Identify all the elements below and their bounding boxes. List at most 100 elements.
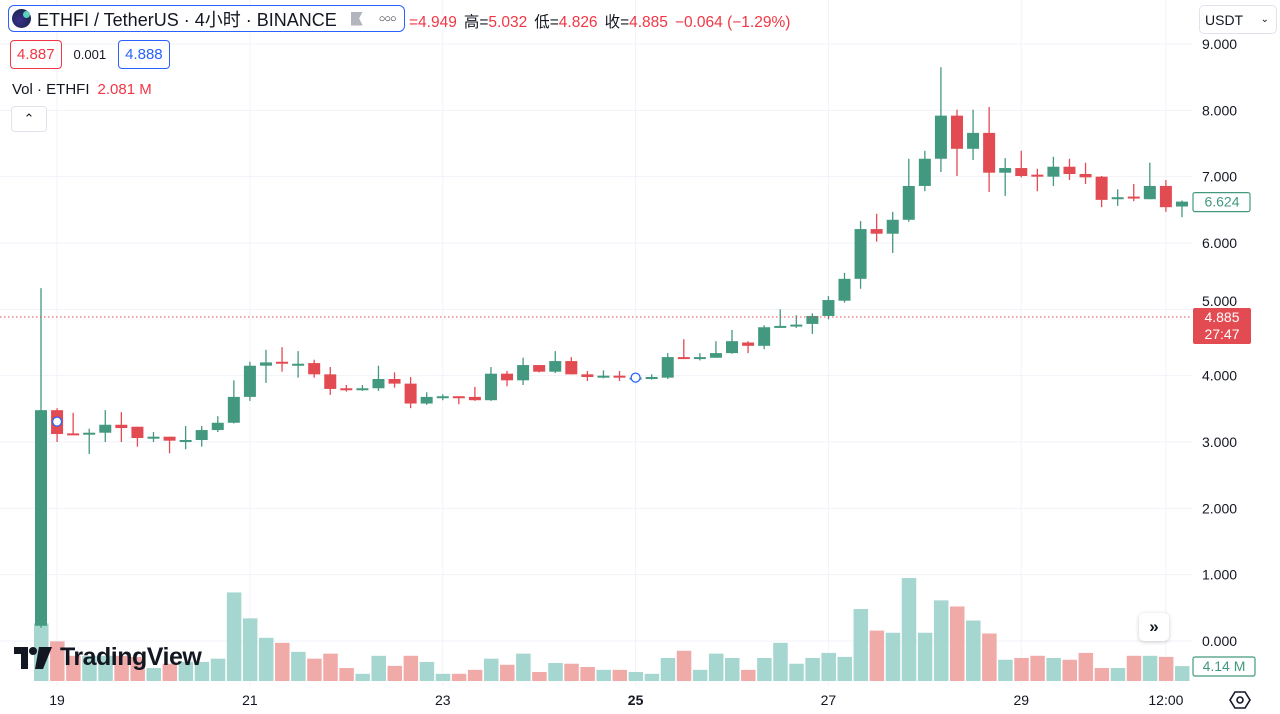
candle: [693, 353, 706, 361]
chart-settings-icon[interactable]: [1229, 689, 1251, 711]
candle: [822, 296, 835, 320]
candle-body: [581, 374, 594, 377]
volume-bar: [660, 657, 676, 681]
candle-body: [822, 300, 835, 316]
symbol-info-button[interactable]: ETHFI / TetherUS · 4小时 · BINANCE ○○○: [8, 5, 405, 32]
candle-body: [340, 388, 353, 391]
volume-price-label: 4.14 M: [1203, 658, 1246, 674]
current-price-label: 4.885: [1204, 309, 1239, 325]
buy-button[interactable]: 4.888: [118, 40, 170, 69]
price-axis[interactable]: 0.000 1.000 2.000 3.000 4.000 5.000 6.000 7.000…: [1192, 0, 1280, 714]
current-price-label-box: [1193, 307, 1251, 344]
candle: [372, 365, 385, 391]
currency-selector[interactable]: USDT ⌄: [1199, 5, 1277, 34]
candle: [211, 416, 224, 433]
volume-bar: [98, 655, 113, 681]
candle-body: [388, 378, 401, 384]
volume-bar: [708, 653, 724, 681]
volume-bar: [178, 661, 194, 681]
candle: [1111, 189, 1124, 206]
volume-bar: [821, 652, 836, 681]
candle-body: [420, 396, 433, 404]
candle: [983, 107, 996, 192]
grid-lines: [0, 0, 1192, 686]
volume-bar: [387, 665, 403, 681]
event-marker-icon[interactable]: [51, 416, 63, 427]
volume-bar: [419, 661, 435, 681]
more-dots-icon[interactable]: ○○○: [378, 12, 397, 25]
candle: [950, 109, 963, 177]
volume-bar: [901, 578, 917, 681]
event-marker-icon[interactable]: [630, 372, 641, 383]
candle-body: [484, 373, 497, 401]
volume-bar: [885, 632, 901, 681]
volume-bar: [242, 618, 258, 681]
candle: [774, 309, 787, 328]
time-tick-label: 27: [821, 692, 837, 708]
candle-body: [967, 132, 980, 149]
candle-body: [790, 324, 803, 327]
candle: [677, 339, 690, 360]
volume-legend: Vol · ETHFI 2.081 M: [12, 81, 152, 98]
candle: [404, 376, 417, 409]
candle-body: [1111, 197, 1124, 200]
volume-bar: [805, 657, 820, 681]
change-value: −0.064 (−1.29%): [674, 14, 791, 31]
low-value: 4.826: [558, 14, 598, 31]
volume-bar: [773, 642, 788, 681]
time-axis[interactable]: 19 21 23 25 27 29 12:00: [49, 692, 1183, 708]
volume-bar: [1174, 666, 1190, 681]
volume-bar: [291, 651, 306, 681]
candle: [854, 221, 867, 289]
candle: [420, 392, 433, 405]
sell-button[interactable]: 4.887: [10, 40, 62, 69]
candle-body: [1031, 174, 1044, 177]
candle-body: [372, 378, 385, 389]
volume-bar: [1062, 659, 1077, 681]
volume-bar: [1142, 655, 1158, 681]
volume-bar: [548, 663, 563, 681]
volume-bar: [1110, 668, 1126, 681]
candle: [726, 329, 739, 354]
scroll-to-realtime-button[interactable]: »: [1139, 613, 1169, 641]
candle-body: [276, 361, 289, 364]
volume-bar: [1094, 668, 1110, 681]
candle: [1015, 150, 1028, 178]
spread-value: 0.001: [73, 47, 107, 62]
candle: [597, 370, 610, 379]
candle-body: [709, 353, 722, 358]
candles: [35, 67, 1188, 628]
price-tick-label: 7.000: [1202, 169, 1237, 185]
volume-bar: [50, 641, 65, 681]
candle-body: [742, 342, 755, 346]
candle-body: [83, 432, 96, 435]
candle: [1159, 179, 1172, 212]
candle-body: [1095, 176, 1108, 200]
time-tick-label: 19: [49, 692, 65, 708]
flag-icon[interactable]: [350, 11, 363, 26]
price-tick-label: 8.000: [1202, 102, 1237, 118]
candle: [308, 359, 321, 378]
collapse-legend-button[interactable]: ⌃: [11, 106, 47, 132]
volume-label: Vol · ETHFI: [12, 81, 90, 98]
candle: [1031, 168, 1044, 192]
currency-value: USDT: [1205, 11, 1244, 28]
candle-body: [468, 396, 481, 401]
candle: [934, 67, 947, 173]
candle-body: [163, 436, 176, 441]
candle-body: [613, 375, 626, 378]
volume-bar: [1014, 657, 1029, 681]
chevron-down-icon: ⌄: [1260, 14, 1269, 25]
candle-body: [902, 185, 915, 220]
logo-text: TradingView: [60, 643, 202, 671]
tradingview-logo[interactable]: TradingView: [14, 643, 202, 672]
price-tick-label: 1.000: [1202, 567, 1237, 583]
bar-countdown-label: 27:47: [1204, 326, 1239, 342]
time-tick-label: 21: [242, 692, 258, 708]
candle: [195, 426, 208, 447]
volume-bar: [966, 620, 981, 681]
price-tick-label: 3.000: [1202, 434, 1237, 450]
volume-bar: [355, 673, 370, 681]
candle-body: [501, 373, 514, 381]
